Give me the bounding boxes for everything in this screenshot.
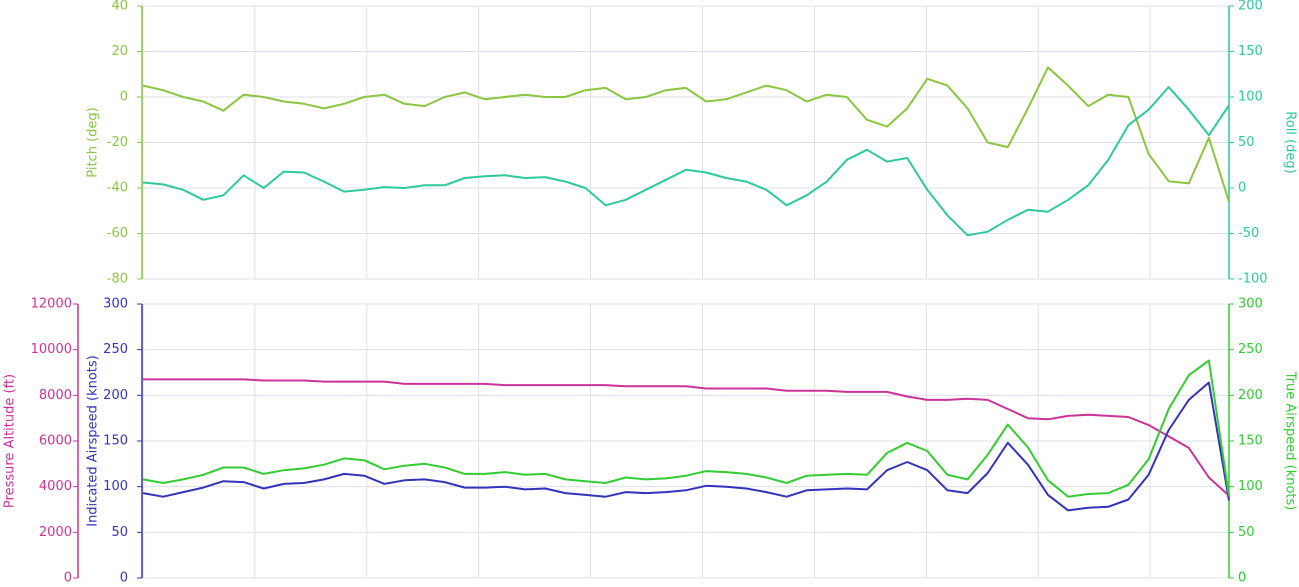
tick-label: 300 bbox=[103, 297, 128, 312]
series-line bbox=[142, 66, 1230, 203]
tick-label: 150 bbox=[1238, 44, 1263, 59]
tick-label: 50 bbox=[1238, 525, 1255, 540]
tick-label: 8000 bbox=[39, 388, 72, 403]
tick-label: 200 bbox=[1238, 388, 1263, 403]
tick-label: 300 bbox=[1238, 297, 1263, 312]
tick-label: 100 bbox=[103, 479, 128, 494]
series-line bbox=[142, 359, 1230, 498]
tick-label: 6000 bbox=[39, 434, 72, 449]
tick-label: 0 bbox=[120, 90, 128, 105]
tick-label: 2000 bbox=[39, 525, 72, 540]
tick-label: 250 bbox=[103, 342, 128, 357]
tick-label: 200 bbox=[1238, 0, 1263, 14]
series-line bbox=[143, 378, 1230, 497]
tick-label: 20 bbox=[111, 44, 128, 59]
tick-label: 50 bbox=[1238, 135, 1255, 150]
axis-title: Pitch (deg) bbox=[86, 107, 101, 177]
tick-label: 0 bbox=[64, 571, 72, 586]
tick-label: 0 bbox=[1238, 571, 1246, 586]
series-line bbox=[142, 86, 1230, 237]
tick-label: -60 bbox=[107, 226, 128, 241]
tick-label: 250 bbox=[1238, 342, 1263, 357]
tick-label: 100 bbox=[1238, 479, 1263, 494]
tick-label: -100 bbox=[1238, 272, 1268, 287]
tick-label: 150 bbox=[1238, 434, 1263, 449]
tick-label: 100 bbox=[1238, 90, 1263, 105]
axis-title: Indicated Airspeed (knots) bbox=[86, 355, 101, 527]
tick-label: 4000 bbox=[39, 479, 72, 494]
axis-title: Pressure Altitude (ft) bbox=[3, 374, 18, 508]
axis-title: True Airspeed (knots) bbox=[1283, 371, 1298, 511]
tick-label: 12000 bbox=[31, 297, 72, 312]
tick-label: -40 bbox=[107, 181, 128, 196]
tick-label: 10000 bbox=[31, 342, 72, 357]
tick-label: 50 bbox=[111, 525, 128, 540]
tick-label: 200 bbox=[103, 388, 128, 403]
tick-label: 0 bbox=[1238, 181, 1246, 196]
tick-label: -80 bbox=[107, 272, 128, 287]
axis-title: Roll (deg) bbox=[1283, 111, 1298, 173]
series-line bbox=[142, 381, 1230, 512]
tick-label: -20 bbox=[107, 135, 128, 150]
tick-label: 150 bbox=[103, 434, 128, 449]
tick-label: 40 bbox=[111, 0, 128, 14]
tick-label: 0 bbox=[120, 571, 128, 586]
tick-label: -50 bbox=[1238, 226, 1259, 241]
